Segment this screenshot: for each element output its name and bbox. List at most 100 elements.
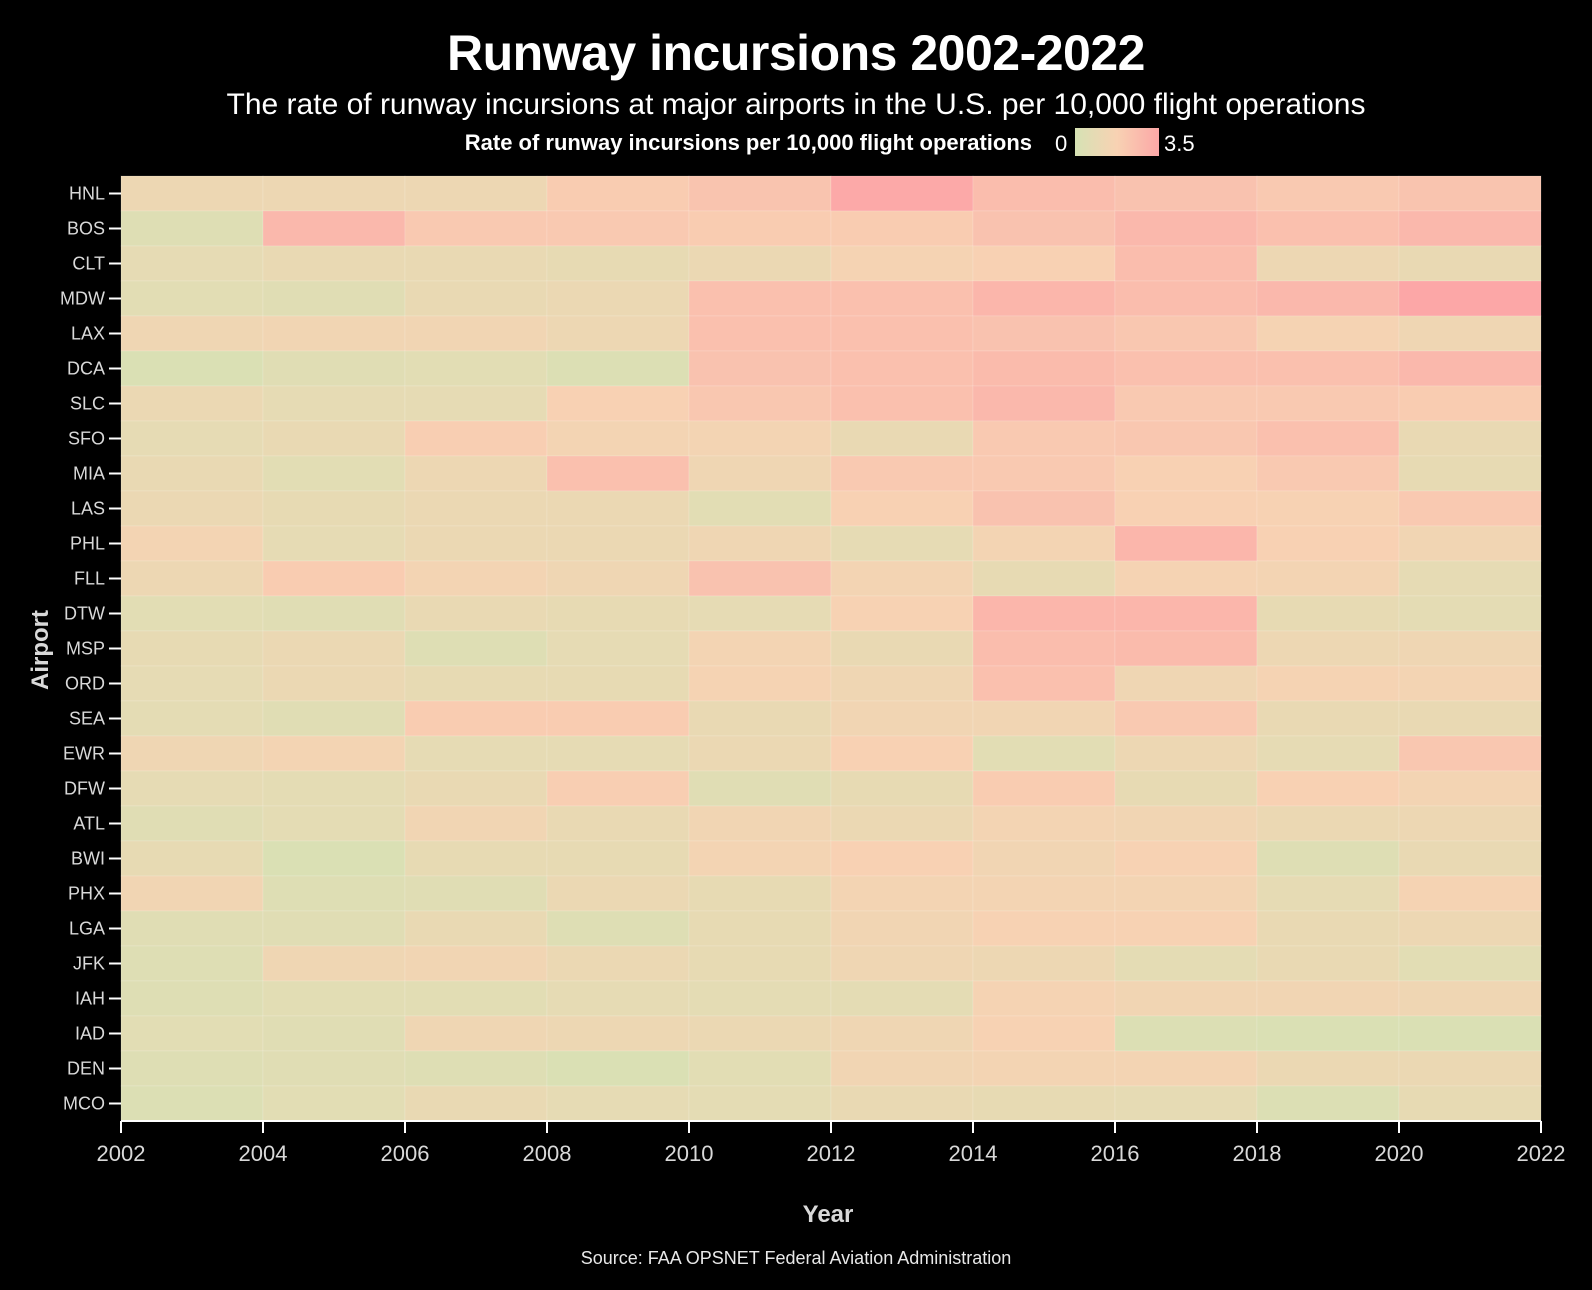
heatmap-cell-dtw-2016: [1114, 595, 1258, 632]
heatmap-cell-bwi-2008: [546, 840, 690, 877]
heatmap-cell-msp-2018: [1256, 630, 1400, 667]
heatmap-cell-lax-2010: [688, 315, 832, 352]
y-tick-label-dtw: DTW: [64, 604, 105, 624]
heatmap-cell-lax-2002: [120, 315, 264, 352]
heatmap-cell-bos-2014: [972, 210, 1116, 247]
heatmap-cell-msp-2008: [546, 630, 690, 667]
heatmap-cell-mdw-2004: [262, 280, 406, 317]
heatmap-cell-atl-2004: [262, 805, 406, 842]
heatmap-cell-den-2012: [830, 1050, 974, 1087]
heatmap-cell-phx-2002: [120, 875, 264, 912]
heatmap-cell-mia-2012: [830, 455, 974, 492]
heatmap-cell-mdw-2014: [972, 280, 1116, 317]
heatmap-cell-bos-2006: [404, 210, 548, 247]
heatmap-cell-bwi-2016: [1114, 840, 1258, 877]
y-tick-label-hnl: HNL: [69, 184, 105, 204]
heatmap-cell-jfk-2008: [546, 945, 690, 982]
heatmap-cell-las-2008: [546, 490, 690, 527]
heatmap-cell-hnl-2004: [262, 175, 406, 212]
y-tick-label-bos: BOS: [67, 219, 105, 239]
x-tick-label-2010: 2010: [665, 1141, 714, 1166]
heatmap-cell-dfw-2004: [262, 770, 406, 807]
heatmap-cell-lax-2020: [1398, 315, 1542, 352]
heatmap-cell-atl-2002: [120, 805, 264, 842]
heatmap-cell-msp-2020: [1398, 630, 1542, 667]
heatmap-cell-las-2016: [1114, 490, 1258, 527]
heatmap-cell-ewr-2012: [830, 735, 974, 772]
y-tick-label-ord: ORD: [65, 674, 105, 694]
heatmap-cell-lax-2004: [262, 315, 406, 352]
heatmap-cell-mco-2018: [1256, 1085, 1400, 1122]
heatmap-cell-bos-2018: [1256, 210, 1400, 247]
x-tick-label-2012: 2012: [807, 1141, 856, 1166]
heatmap-cell-bos-2002: [120, 210, 264, 247]
heatmap-cell-las-2018: [1256, 490, 1400, 527]
heatmap-cell-bos-2012: [830, 210, 974, 247]
heatmap-cell-las-2020: [1398, 490, 1542, 527]
heatmap-cell-fll-2016: [1114, 560, 1258, 597]
heatmap-cell-iad-2018: [1256, 1015, 1400, 1052]
heatmap-cell-phl-2014: [972, 525, 1116, 562]
heatmap-cell-mia-2008: [546, 455, 690, 492]
heatmap-cell-mco-2014: [972, 1085, 1116, 1122]
y-tick-label-bwi: BWI: [71, 849, 105, 869]
heatmap-cell-lga-2014: [972, 910, 1116, 947]
heatmap-cell-clt-2020: [1398, 245, 1542, 282]
heatmap-cell-iad-2010: [688, 1015, 832, 1052]
heatmap-cell-iad-2020: [1398, 1015, 1542, 1052]
heatmap-cell-iah-2016: [1114, 980, 1258, 1017]
heatmap-cell-ewr-2014: [972, 735, 1116, 772]
heatmap-cell-sea-2012: [830, 700, 974, 737]
x-tick-label-2008: 2008: [523, 1141, 572, 1166]
x-tick-label-2016: 2016: [1091, 1141, 1140, 1166]
heatmap-cell-las-2012: [830, 490, 974, 527]
heatmap-cell-sfo-2002: [120, 420, 264, 457]
heatmap-cell-ewr-2008: [546, 735, 690, 772]
heatmap-cell-dtw-2008: [546, 595, 690, 632]
heatmap-cell-mdw-2020: [1398, 280, 1542, 317]
heatmap-cell-lga-2020: [1398, 910, 1542, 947]
heatmap-cell-clt-2012: [830, 245, 974, 282]
heatmap-cell-ewr-2004: [262, 735, 406, 772]
heatmap-cell-slc-2006: [404, 385, 548, 422]
heatmap-cell-dca-2006: [404, 350, 548, 387]
heatmap-cell-mia-2016: [1114, 455, 1258, 492]
heatmap-cell-mco-2010: [688, 1085, 832, 1122]
heatmap-cell-dca-2014: [972, 350, 1116, 387]
heatmap-cell-jfk-2020: [1398, 945, 1542, 982]
heatmap-cell-sea-2004: [262, 700, 406, 737]
heatmap-cell-hnl-2018: [1256, 175, 1400, 212]
heatmap-cell-msp-2002: [120, 630, 264, 667]
heatmap-cell-mdw-2008: [546, 280, 690, 317]
heatmap-cell-atl-2008: [546, 805, 690, 842]
heatmap-cell-dfw-2006: [404, 770, 548, 807]
heatmap-cell-jfk-2014: [972, 945, 1116, 982]
heatmap-cell-msp-2016: [1114, 630, 1258, 667]
heatmap-cell-jfk-2010: [688, 945, 832, 982]
legend-min-label: 0: [1055, 131, 1068, 156]
heatmap-cell-mia-2018: [1256, 455, 1400, 492]
heatmap-cell-mco-2006: [404, 1085, 548, 1122]
heatmap-cell-phl-2018: [1256, 525, 1400, 562]
heatmap-cell-phx-2004: [262, 875, 406, 912]
heatmap-cell-den-2004: [262, 1050, 406, 1087]
heatmap-cell-fll-2014: [972, 560, 1116, 597]
heatmap-cell-atl-2018: [1256, 805, 1400, 842]
heatmap-cell-mdw-2016: [1114, 280, 1258, 317]
heatmap-cell-iah-2006: [404, 980, 548, 1017]
heatmap-cell-mco-2020: [1398, 1085, 1542, 1122]
heatmap-cell-sfo-2018: [1256, 420, 1400, 457]
heatmap-cell-iah-2010: [688, 980, 832, 1017]
heatmap-cell-phx-2016: [1114, 875, 1258, 912]
x-tick-label-2006: 2006: [381, 1141, 430, 1166]
heatmap-cell-sfo-2014: [972, 420, 1116, 457]
heatmap-cell-ord-2002: [120, 665, 264, 702]
y-tick-label-fll: FLL: [74, 569, 105, 589]
heatmap-cell-bwi-2014: [972, 840, 1116, 877]
heatmap-cell-iah-2008: [546, 980, 690, 1017]
heatmap-cell-iah-2002: [120, 980, 264, 1017]
heatmap-cell-ord-2006: [404, 665, 548, 702]
heatmap-cell-las-2006: [404, 490, 548, 527]
y-tick-label-dca: DCA: [67, 359, 105, 379]
heatmap-cell-iad-2004: [262, 1015, 406, 1052]
